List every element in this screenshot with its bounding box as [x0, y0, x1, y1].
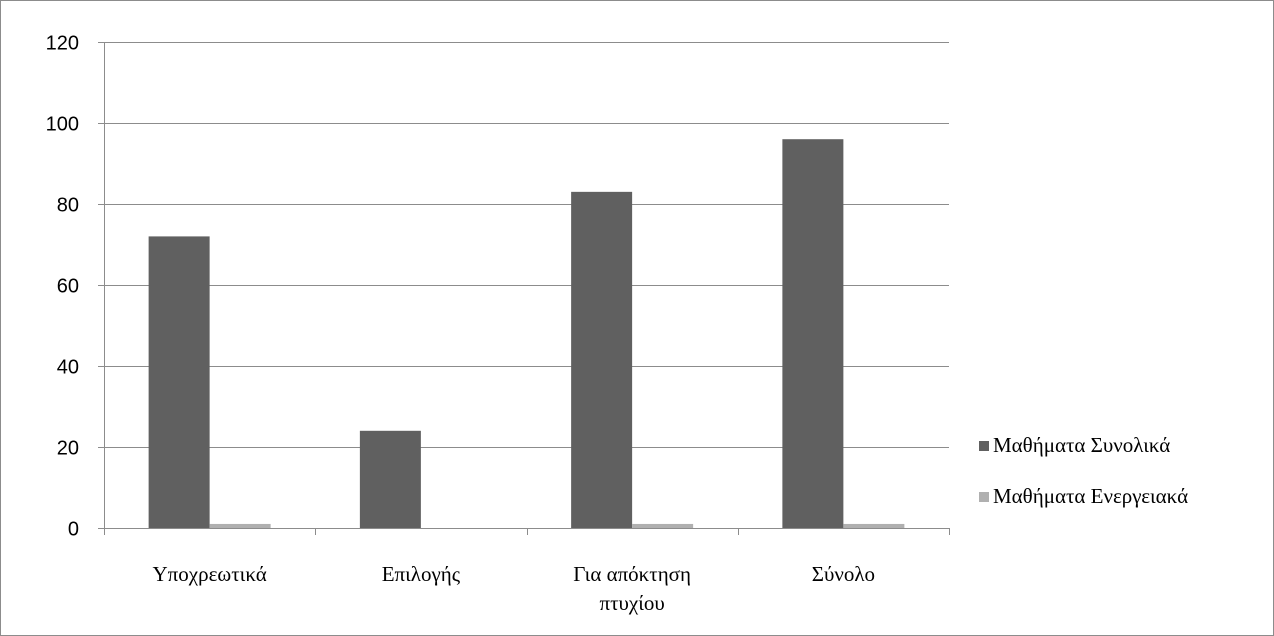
- bar-total-3: [782, 139, 844, 529]
- x-tick-label: Για απόκτηση: [573, 562, 691, 586]
- x-tick-label: Σύνολο: [812, 562, 875, 586]
- x-tick-label: Επιλογής: [382, 562, 461, 586]
- bar-total-0: [148, 236, 210, 529]
- y-tick-label: 0: [68, 519, 79, 541]
- y-tick-label: 120: [46, 33, 79, 55]
- bar-energy-3: [843, 523, 905, 529]
- x-tick-label: Υποχρεωτικά: [153, 562, 267, 586]
- bar-total-1: [359, 430, 421, 529]
- legend-label: Μαθήματα Συνολικά: [993, 433, 1170, 457]
- bar-energy-2: [632, 523, 694, 529]
- legend-swatch: [979, 441, 989, 451]
- bar-energy-0: [209, 523, 271, 529]
- legend-label: Μαθήματα Ενεργειακά: [993, 484, 1188, 508]
- y-tick-label: 80: [57, 195, 79, 217]
- legend-swatch: [979, 492, 989, 502]
- y-tick-label: 60: [57, 276, 79, 298]
- bar-total-2: [571, 191, 633, 529]
- y-tick-label: 100: [46, 114, 79, 136]
- x-tick-label: πτυχίου: [599, 591, 664, 615]
- y-tick-label: 40: [57, 357, 79, 379]
- y-tick-label: 20: [57, 438, 79, 460]
